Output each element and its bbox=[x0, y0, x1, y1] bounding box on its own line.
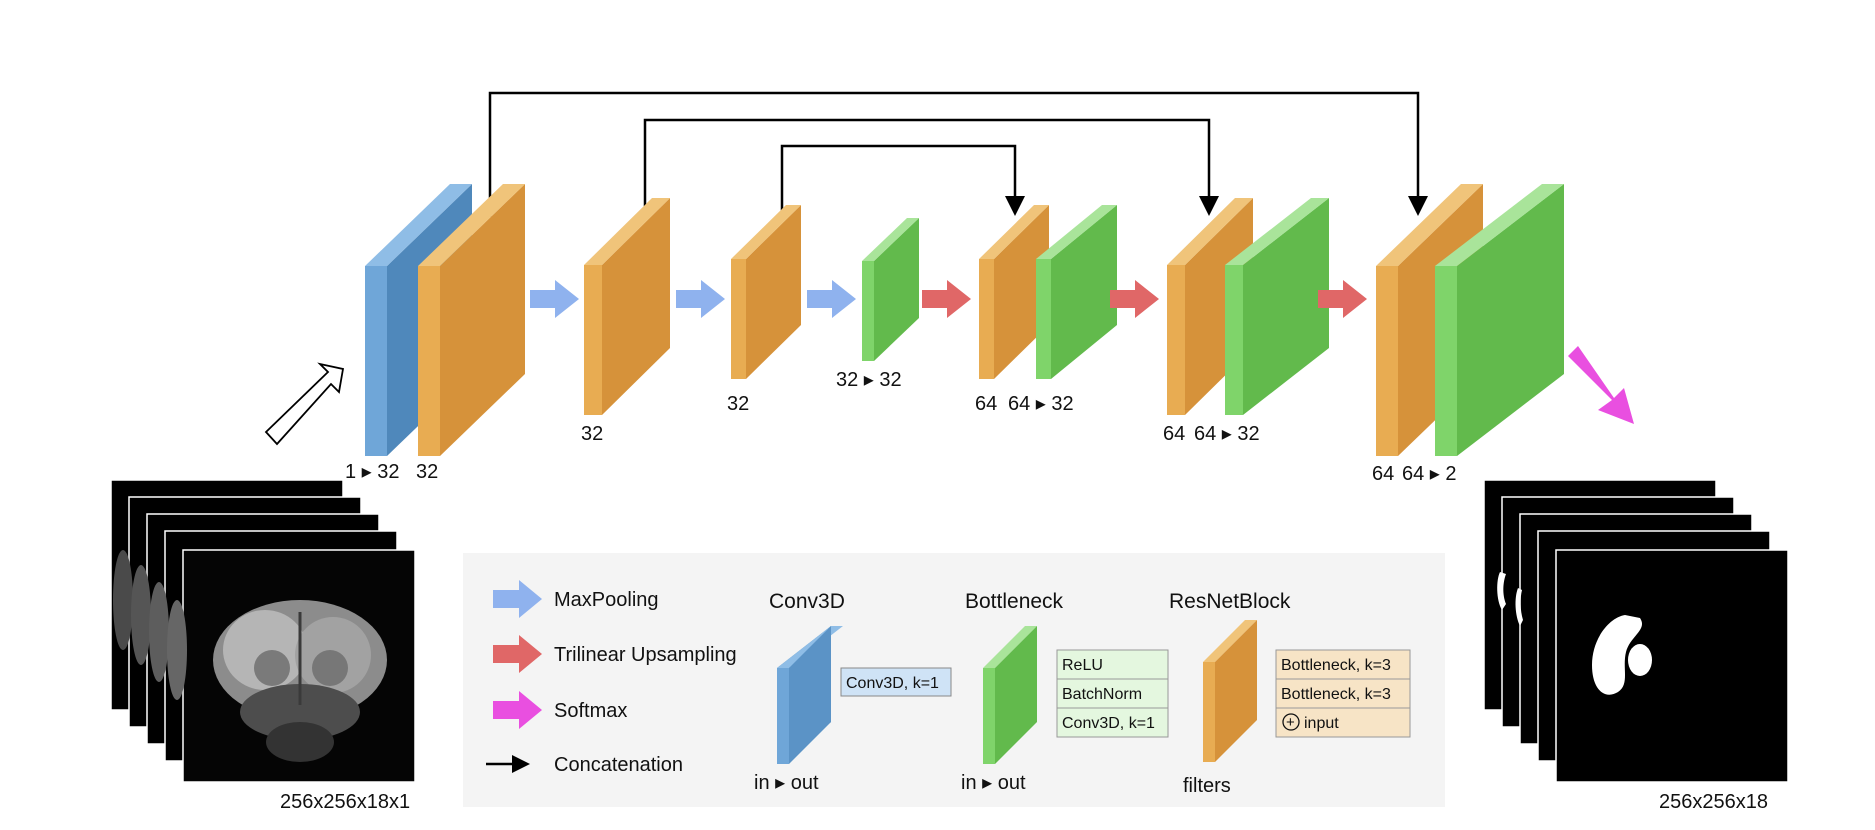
flow-arrows bbox=[530, 280, 1367, 318]
block-dec1-res bbox=[979, 205, 1049, 379]
block-enc1-res bbox=[418, 184, 525, 456]
segmentation-slice-front bbox=[1555, 549, 1789, 783]
legend-bottleneck-layer-relu-label: ReLU bbox=[1062, 657, 1103, 674]
label-dec3-res: 64 bbox=[1372, 463, 1394, 485]
block-enc3-res bbox=[731, 205, 801, 379]
label-dec3-bn: 64 ▸ 2 bbox=[1402, 463, 1457, 485]
output-dimensions: 256x256x18 bbox=[1659, 791, 1768, 813]
label-enc3-res: 32 bbox=[727, 393, 749, 415]
skip-arrowhead-outer bbox=[1408, 196, 1428, 216]
network-blocks bbox=[365, 184, 1564, 456]
legend-resnet-layer-3-label: input bbox=[1304, 715, 1339, 732]
concatenation-arrow-icon bbox=[486, 755, 530, 773]
legend-upsampling: Trilinear Upsampling bbox=[554, 644, 737, 666]
label-bottom-bn: 32 ▸ 32 bbox=[836, 369, 902, 391]
block-labels: 1 ▸ 32 32 32 32 32 ▸ 32 64 64 ▸ 32 64 64… bbox=[345, 369, 1457, 485]
input-dimensions: 256x256x18x1 bbox=[280, 791, 410, 813]
legend-resnet-title: ResNetBlock bbox=[1169, 590, 1291, 613]
skip-arrowhead-middle bbox=[1199, 196, 1219, 216]
label-dec1-res: 64 bbox=[975, 393, 997, 415]
legend-conv3d-block bbox=[777, 626, 843, 764]
label-dec1-bn: 64 ▸ 32 bbox=[1008, 393, 1074, 415]
maxpool-arrow-1 bbox=[530, 280, 579, 318]
maxpool-arrow-3 bbox=[807, 280, 856, 318]
skip-connections bbox=[488, 91, 1428, 220]
skip-connection-inner bbox=[780, 144, 1017, 220]
skip-connection-middle bbox=[643, 118, 1211, 220]
upsample-arrow-icon bbox=[493, 635, 542, 673]
legend-concatenation: Concatenation bbox=[554, 754, 683, 776]
legend-bottleneck-block bbox=[983, 626, 1037, 764]
legend-resnet-layer-3 bbox=[1275, 707, 1411, 738]
block-dec2-bn bbox=[1225, 198, 1329, 415]
upsample-arrow-1 bbox=[922, 280, 971, 318]
legend-bottleneck-layer-conv bbox=[1056, 707, 1169, 738]
input-arrow-icon bbox=[264, 362, 345, 446]
label-dec2-bn: 64 ▸ 32 bbox=[1194, 423, 1260, 445]
legend-conv3d-box-label: Conv3D, k=1 bbox=[846, 675, 939, 692]
legend-maxpooling: MaxPooling bbox=[554, 589, 659, 611]
skip-connection-outer bbox=[488, 91, 1420, 217]
legend-resnet-block bbox=[1203, 620, 1257, 762]
legend-softmax: Softmax bbox=[554, 700, 627, 722]
block-enc2-res bbox=[584, 198, 670, 415]
legend-bottleneck-layer-conv-label: Conv3D, k=1 bbox=[1062, 715, 1155, 732]
softmax-output-arrow-icon bbox=[1568, 346, 1634, 424]
legend-bottleneck-caption: in ▸ out bbox=[961, 772, 1026, 794]
maxpool-arrow-2 bbox=[676, 280, 725, 318]
legend-bottleneck-title: Bottleneck bbox=[965, 590, 1064, 613]
block-dec3-bn bbox=[1435, 184, 1564, 456]
legend-resnet-layer-1-label: Bottleneck, k=3 bbox=[1281, 657, 1391, 674]
output-segmentation-stack bbox=[1483, 479, 1789, 783]
softmax-arrow-icon bbox=[493, 691, 542, 729]
segmentation-mask bbox=[1592, 615, 1643, 695]
upsample-arrow-3 bbox=[1318, 280, 1367, 318]
legend-conv3d-caption: in ▸ out bbox=[754, 772, 819, 794]
add-icon: + bbox=[1282, 713, 1300, 731]
legend-bottleneck-layer-batchnorm-label: BatchNorm bbox=[1062, 686, 1142, 703]
legend-resnet-layer-2-label: Bottleneck, k=3 bbox=[1281, 686, 1391, 703]
legend-resnet-layer-1 bbox=[1275, 649, 1411, 680]
legend-panel: MaxPooling Trilinear Upsampling Softmax … bbox=[463, 553, 1445, 807]
legend-conv3d-title: Conv3D bbox=[769, 590, 845, 613]
block-bottom-bn bbox=[862, 218, 919, 361]
legend-conv3d-box bbox=[840, 667, 952, 697]
svg-text:+: + bbox=[1286, 714, 1295, 731]
label-dec2-res: 64 bbox=[1163, 423, 1185, 445]
label-enc1-conv: 1 ▸ 32 bbox=[345, 461, 400, 483]
label-enc2-res: 32 bbox=[581, 423, 603, 445]
maxpool-arrow-icon bbox=[493, 580, 542, 618]
legend-resnet-layer-2 bbox=[1275, 678, 1411, 709]
legend-resnet-caption: filters bbox=[1183, 775, 1231, 797]
upsample-arrow-2 bbox=[1110, 280, 1159, 318]
skip-arrowhead-inner bbox=[1005, 196, 1025, 216]
label-enc1-res: 32 bbox=[416, 461, 438, 483]
block-dec1-bn bbox=[1036, 205, 1117, 379]
input-mri-stack bbox=[110, 479, 416, 783]
